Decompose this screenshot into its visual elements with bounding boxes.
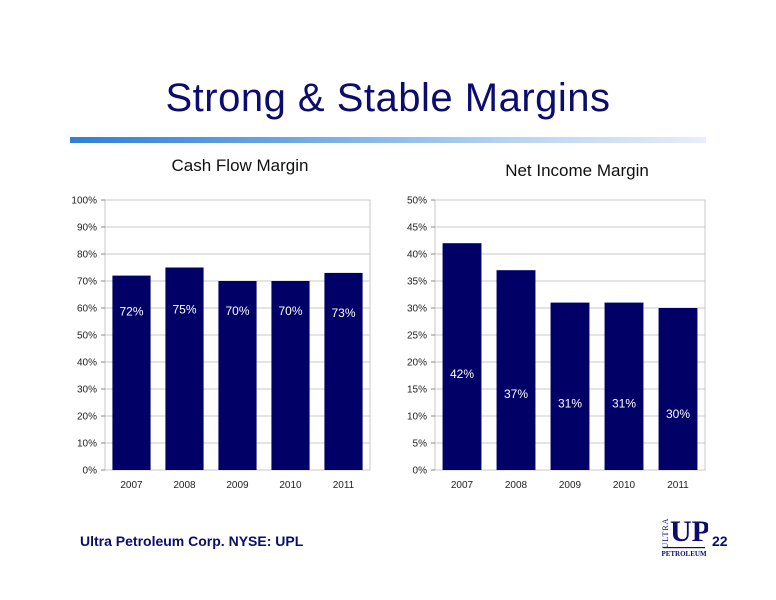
bar-2008 [165, 267, 204, 470]
bar-2009 [218, 281, 257, 470]
slide-title: Strong & Stable Margins [165, 76, 611, 120]
cash-flow-chart-title: Cash Flow Margin [171, 156, 309, 175]
data-label-2010: 70% [278, 304, 302, 318]
bar-2008 [496, 270, 536, 470]
y-tick-label: 30% [77, 385, 97, 396]
x-tick-label: 2008 [505, 480, 528, 491]
x-tick-label: 2007 [120, 480, 143, 491]
x-tick-label: 2009 [559, 480, 582, 491]
data-label-2009: 70% [225, 304, 249, 318]
x-tick-label: 2007 [451, 480, 474, 491]
ultra-petroleum-logo-icon: ULTRA UP PETROLEUM [660, 503, 708, 561]
y-tick-label: 45% [407, 223, 427, 234]
y-tick-label: 90% [77, 223, 97, 234]
y-tick-label: 10% [407, 412, 427, 423]
logo-text-mark: UP [670, 515, 708, 548]
logo-text-bottom: PETROLEUM [661, 550, 707, 558]
y-tick-label: 10% [77, 439, 97, 450]
y-tick-label: 20% [407, 358, 427, 369]
data-label-2011: 30% [666, 407, 690, 421]
logo-text-top: ULTRA [661, 518, 670, 549]
x-tick-label: 2009 [226, 480, 249, 491]
x-tick-label: 2010 [613, 480, 636, 491]
x-tick-label: 2011 [667, 480, 689, 491]
bar-2007 [442, 243, 482, 470]
net-income-chart-title: Net Income Margin [505, 161, 649, 180]
bar-2010 [604, 302, 644, 470]
x-tick-label: 2010 [279, 480, 302, 491]
y-tick-label: 20% [77, 412, 97, 423]
x-tick-label: 2008 [173, 480, 196, 491]
data-label-2009: 31% [558, 397, 582, 411]
data-label-2011: 73% [331, 306, 355, 320]
bar-2010 [271, 281, 310, 470]
bar-2011 [324, 272, 363, 470]
y-tick-label: 25% [407, 331, 427, 342]
y-tick-label: 40% [407, 250, 427, 261]
y-tick-label: 0% [83, 466, 98, 477]
y-tick-label: 100% [71, 196, 97, 207]
footer-company: Ultra Petroleum Corp. NYSE: UPL [80, 533, 304, 549]
y-tick-label: 50% [77, 331, 97, 342]
bar-2011 [658, 308, 698, 470]
x-tick-label: 2011 [333, 480, 355, 491]
data-label-2008: 37% [504, 387, 528, 401]
y-tick-label: 0% [413, 466, 428, 477]
y-tick-label: 60% [77, 304, 97, 315]
page-number: 22 [712, 533, 728, 549]
y-tick-label: 80% [77, 250, 97, 261]
y-tick-label: 70% [77, 277, 97, 288]
data-label-2008: 75% [172, 303, 196, 317]
y-tick-label: 5% [413, 439, 428, 450]
cash-flow-margin-chart: 0% 10% 20% 30% 40% 50% 60% 70% 80% 90% 100% 72% 2007… [71, 196, 371, 491]
bar-2009 [550, 302, 590, 470]
y-tick-label: 40% [77, 358, 97, 369]
data-label-2007: 72% [119, 305, 143, 319]
y-tick-label: 50% [407, 196, 427, 207]
bar-2007 [112, 275, 151, 470]
y-tick-label: 35% [407, 277, 427, 288]
y-tick-label: 15% [407, 385, 427, 396]
title-divider [70, 137, 706, 143]
data-label-2010: 31% [612, 397, 636, 411]
y-tick-label: 30% [407, 304, 427, 315]
data-label-2007: 42% [450, 367, 474, 381]
net-income-margin-chart: 0% 5% 10% 15% 20% 25% 30% 35% 40% 45% 50% 42% 2007 37… [407, 196, 706, 491]
